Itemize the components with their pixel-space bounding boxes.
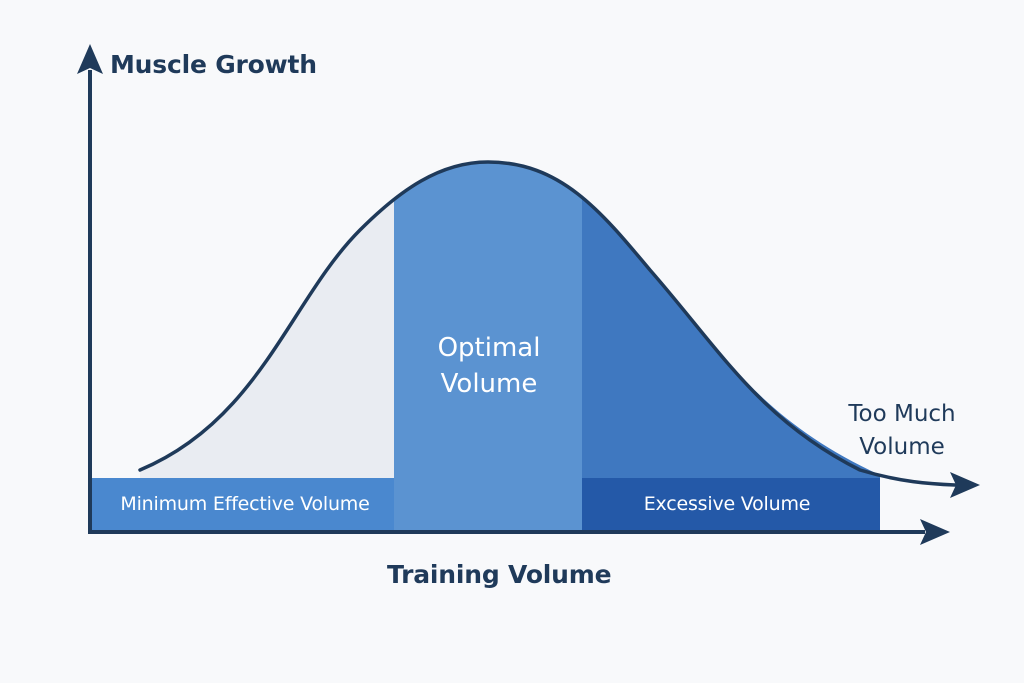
minimum-zone-band (92, 478, 394, 530)
x-axis-arrowhead-icon (920, 519, 950, 545)
y-axis-arrowhead-icon (77, 44, 103, 74)
growth-curve (138, 160, 957, 487)
excessive-zone-fill (582, 162, 880, 530)
optimal-zone-label: Optimal Volume (379, 330, 599, 402)
too-much-volume-label: Too Much Volume (832, 398, 972, 464)
optimal-zone-label-line1: Optimal (437, 333, 541, 363)
curve-arrowhead-icon (950, 472, 980, 498)
too-much-volume-line1: Too Much (848, 401, 956, 427)
y-axis-label: Muscle Growth (110, 50, 317, 79)
optimal-zone-fill (394, 162, 582, 530)
x-axis-label: Training Volume (387, 560, 612, 589)
too-much-volume-line2: Volume (859, 434, 945, 460)
optimal-zone-label-line2: Volume (440, 369, 538, 399)
optimal-zone-band (394, 478, 582, 530)
excessive-zone-label: Excessive Volume (643, 493, 811, 515)
minimum-zone-label: Minimum Effective Volume (120, 493, 370, 515)
minimum-zone-fill (140, 162, 394, 530)
excessive-zone-band (582, 478, 880, 530)
